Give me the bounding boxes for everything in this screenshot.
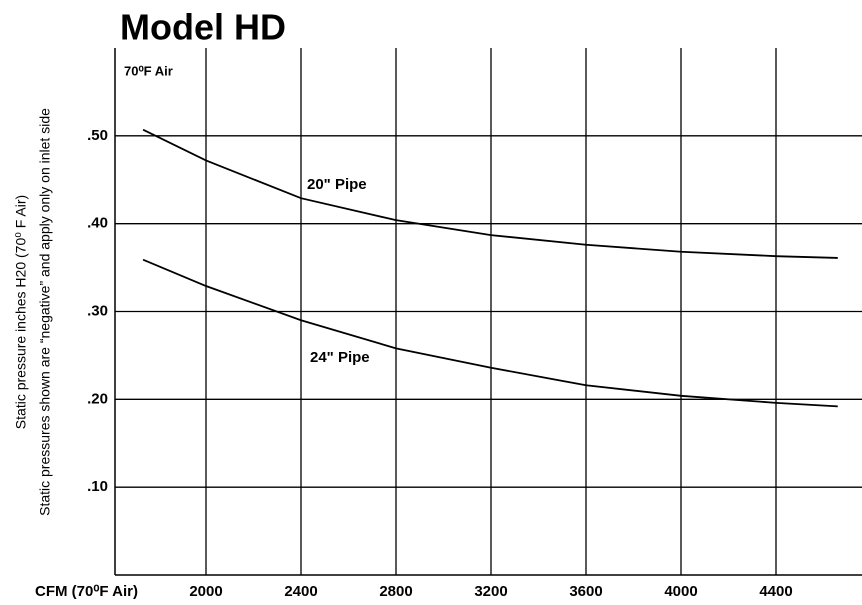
y-axis-label: Static pressure inches H20 (70⁰ F Air) — [13, 195, 29, 429]
chart-title: Model HD — [120, 7, 286, 48]
y-axis-label: Static pressures shown are “negative” an… — [37, 108, 53, 516]
y-tick-label: .50 — [87, 127, 108, 144]
line — [142, 258, 838, 408]
y-tick-label: .30 — [87, 302, 108, 319]
x-tick-label: 4400 — [759, 583, 792, 600]
x-tick-label: 2800 — [379, 583, 412, 600]
y-tick-label: .10 — [87, 478, 108, 495]
y-tick-label: .40 — [87, 215, 108, 232]
series-label: 24" Pipe — [310, 349, 370, 366]
line — [142, 128, 838, 259]
x-tick-label: 4000 — [664, 583, 697, 600]
x-tick-label: 3600 — [569, 583, 602, 600]
x-tick-label: 2400 — [284, 583, 317, 600]
x-tick-label: 3200 — [474, 583, 507, 600]
x-axis-label: CFM (70⁰F Air) — [35, 583, 138, 600]
annotation: 70⁰F Air — [124, 63, 173, 78]
y-tick-label: .20 — [87, 390, 108, 407]
series-label: 20" Pipe — [307, 176, 367, 193]
x-tick-label: 2000 — [189, 583, 222, 600]
